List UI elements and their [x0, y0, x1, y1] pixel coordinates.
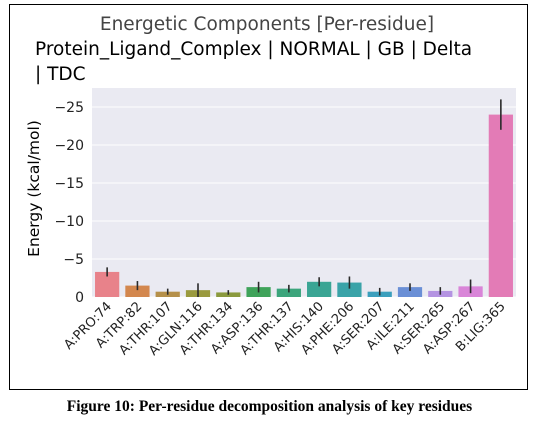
- chart-title: Energetic Components [Per-residue]: [100, 14, 434, 35]
- bar: [397, 287, 423, 297]
- bar: [307, 281, 332, 297]
- error-bars: [106, 99, 502, 297]
- y-axis-label: Energy (kcal/mol): [25, 120, 43, 257]
- x-tick-labels: A:PRO:74A:TRP:82A:THR:107A:GLN:116A:THR:…: [61, 299, 508, 359]
- bar: [276, 288, 301, 297]
- y-tick-label: −25: [54, 100, 84, 116]
- y-tick-label: −15: [54, 176, 84, 192]
- y-tick-label: −5: [63, 252, 84, 268]
- figure-caption: Figure 10: Per-residue decomposition ana…: [66, 398, 473, 415]
- chart: Energetic Components [Per-residue] Prote…: [25, 14, 516, 359]
- y-tick-label: 0: [75, 290, 84, 306]
- y-tick-label: −20: [54, 138, 84, 154]
- chart-subtitle-line-2: | TDC: [35, 64, 86, 85]
- bar: [337, 282, 362, 297]
- bar: [125, 285, 150, 297]
- bar: [488, 114, 513, 297]
- y-tick-labels: 0 −5 −10 −15 −20 −25: [54, 100, 84, 306]
- y-tick-label: −10: [54, 214, 84, 230]
- plot-area: [92, 88, 516, 297]
- chart-subtitle-line-1: Protein_Ligand_Complex | NORMAL | GB | D…: [35, 39, 472, 60]
